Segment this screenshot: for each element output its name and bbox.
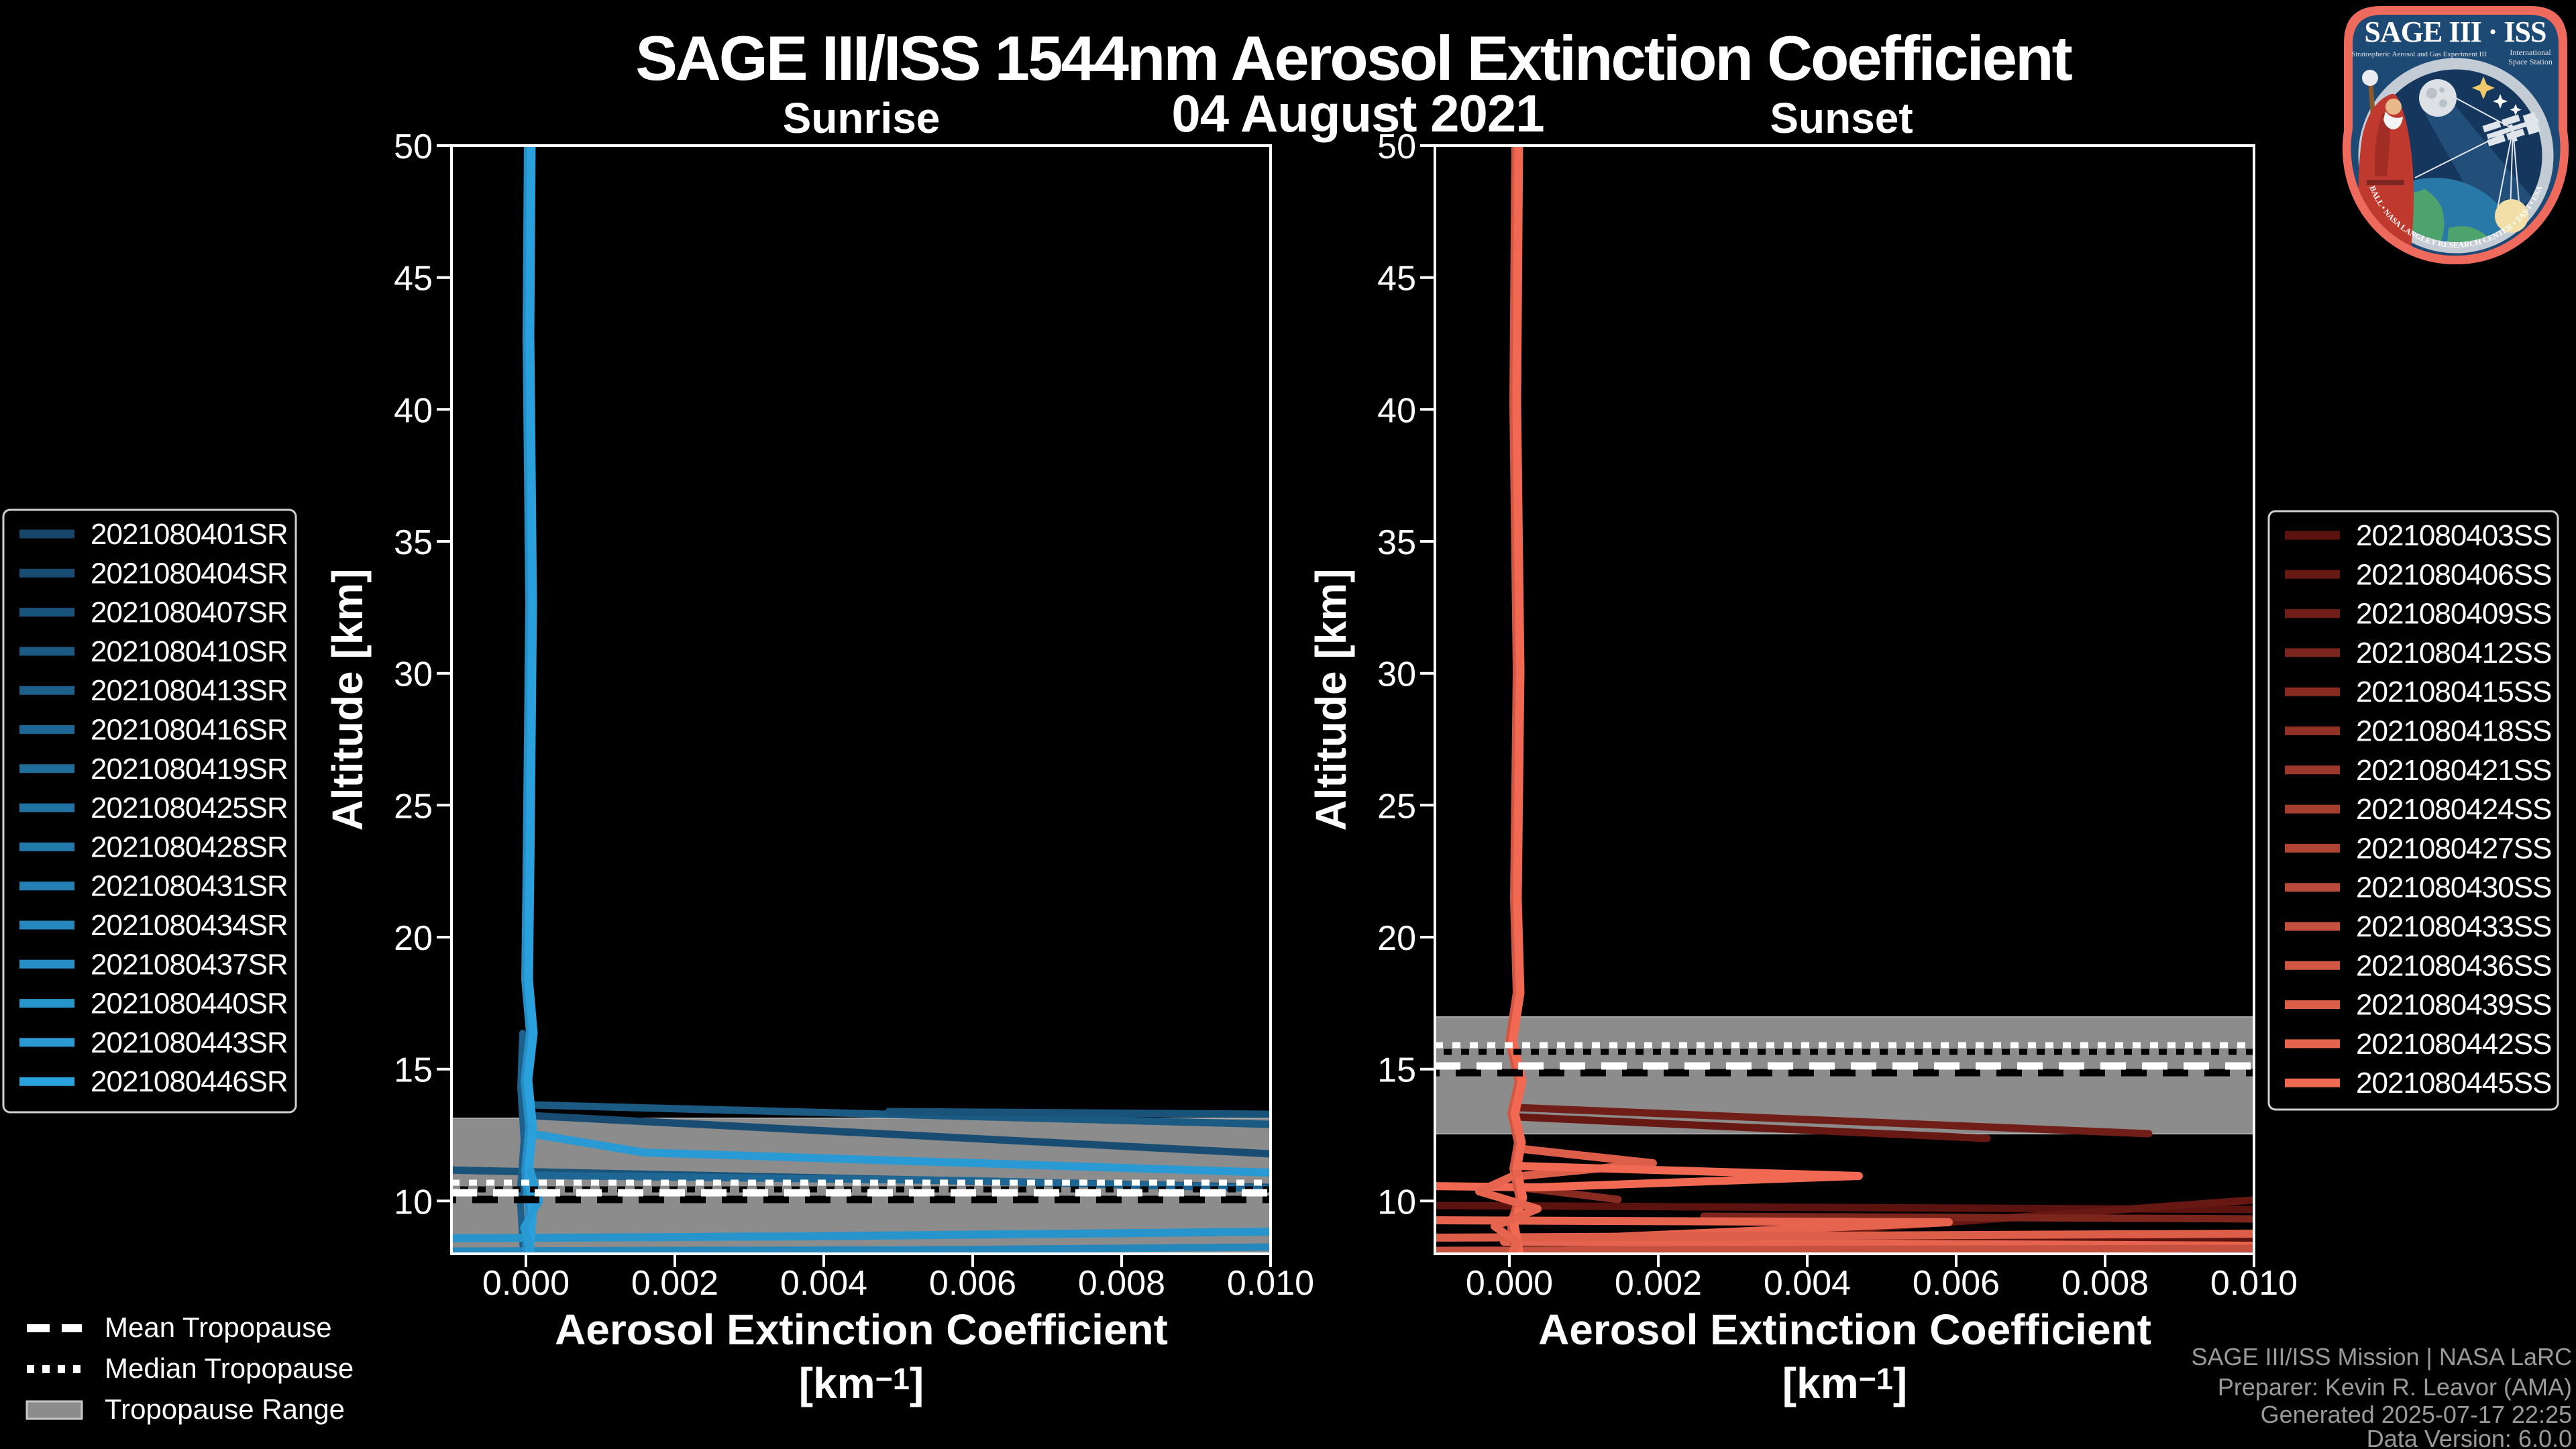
svg-text:Mean Tropopause: Mean Tropopause xyxy=(105,1311,332,1343)
svg-text:50: 50 xyxy=(394,127,433,166)
svg-text:0.010: 0.010 xyxy=(1227,1264,1314,1303)
svg-text:SAGE III/ISS 1544nm Aerosol Ex: SAGE III/ISS 1544nm Aerosol Extinction C… xyxy=(635,23,2072,93)
svg-text:2021080446SR: 2021080446SR xyxy=(91,1065,288,1098)
svg-text:0.010: 0.010 xyxy=(2210,1264,2298,1303)
svg-text:0.008: 0.008 xyxy=(2061,1264,2149,1303)
svg-text:40: 40 xyxy=(1377,391,1416,430)
svg-text:2021080439SS: 2021080439SS xyxy=(2356,989,2551,1022)
svg-text:0.004: 0.004 xyxy=(780,1264,867,1303)
svg-text:Sunset: Sunset xyxy=(1770,94,1913,142)
svg-text:Aerosol Extinction Coefficient: Aerosol Extinction Coefficient xyxy=(555,1305,1168,1354)
svg-text:15: 15 xyxy=(1377,1051,1416,1090)
svg-text:2021080424SS: 2021080424SS xyxy=(2356,793,2551,826)
svg-text:Stratospheric Aerosol and Gas: Stratospheric Aerosol and Gas Experiment… xyxy=(2351,50,2487,58)
svg-text:0.004: 0.004 xyxy=(1764,1264,1851,1303)
svg-text:2021080430SS: 2021080430SS xyxy=(2356,871,2551,904)
svg-text:Space Station: Space Station xyxy=(2508,57,2553,66)
svg-text:Median Tropopause: Median Tropopause xyxy=(105,1352,354,1384)
svg-text:30: 30 xyxy=(394,655,433,694)
svg-text:25: 25 xyxy=(1377,787,1416,826)
svg-text:Data Version: 6.0.0: Data Version: 6.0.0 xyxy=(2367,1425,2572,1449)
svg-text:2021080403SS: 2021080403SS xyxy=(2356,519,2551,552)
svg-text:Preparer: Kevin R. Leavor (AMA: Preparer: Kevin R. Leavor (AMA) xyxy=(2218,1373,2572,1401)
svg-text:0.002: 0.002 xyxy=(1615,1264,1702,1303)
svg-text:35: 35 xyxy=(394,523,433,562)
svg-text:10: 10 xyxy=(394,1183,433,1222)
svg-text:2021080436SS: 2021080436SS xyxy=(2356,949,2551,982)
svg-text:20: 20 xyxy=(394,919,433,958)
svg-text:20: 20 xyxy=(1377,919,1416,958)
svg-text:2021080419SR: 2021080419SR xyxy=(91,753,288,786)
svg-text:04 August 2021: 04 August 2021 xyxy=(1171,84,1544,143)
svg-text:2021080404SR: 2021080404SR xyxy=(91,557,288,590)
svg-text:2021080409SS: 2021080409SS xyxy=(2356,598,2551,631)
svg-text:0.000: 0.000 xyxy=(482,1264,570,1303)
svg-text:2021080431SR: 2021080431SR xyxy=(91,870,288,903)
svg-text:Tropopause Range: Tropopause Range xyxy=(105,1393,345,1425)
svg-text:Aerosol Extinction Coefficient: Aerosol Extinction Coefficient xyxy=(1538,1305,2151,1354)
svg-text:2021080434SR: 2021080434SR xyxy=(91,909,288,942)
svg-text:2021080440SR: 2021080440SR xyxy=(91,987,288,1020)
svg-text:2021080412SS: 2021080412SS xyxy=(2356,637,2551,669)
svg-text:40: 40 xyxy=(394,391,433,430)
svg-text:2021080416SR: 2021080416SR xyxy=(91,714,288,747)
svg-text:50: 50 xyxy=(1377,127,1416,166)
svg-text:10: 10 xyxy=(1377,1183,1416,1222)
svg-text:Altitude [km]: Altitude [km] xyxy=(323,568,372,830)
svg-text:SAGE III · ISS: SAGE III · ISS xyxy=(2365,15,2546,48)
svg-text:2021080415SS: 2021080415SS xyxy=(2356,676,2551,708)
svg-text:2021080445SS: 2021080445SS xyxy=(2356,1067,2551,1099)
svg-text:2021080442SS: 2021080442SS xyxy=(2356,1028,2551,1061)
svg-text:2021080418SS: 2021080418SS xyxy=(2356,715,2551,748)
svg-text:Sunrise: Sunrise xyxy=(783,94,941,142)
svg-text:0.002: 0.002 xyxy=(631,1264,718,1303)
svg-text:2021080421SS: 2021080421SS xyxy=(2356,754,2551,787)
svg-text:0.008: 0.008 xyxy=(1078,1264,1165,1303)
svg-text:2021080407SR: 2021080407SR xyxy=(91,596,288,629)
svg-text:Generated 2025-07-17 22:25: Generated 2025-07-17 22:25 xyxy=(2261,1401,2572,1428)
svg-text:30: 30 xyxy=(1377,655,1416,694)
svg-text:2021080413SR: 2021080413SR xyxy=(91,674,288,707)
svg-text:2021080443SR: 2021080443SR xyxy=(91,1026,288,1059)
svg-text:45: 45 xyxy=(394,260,433,299)
svg-text:International: International xyxy=(2510,48,2551,57)
svg-text:0.006: 0.006 xyxy=(1913,1264,2000,1303)
svg-text:2021080437SR: 2021080437SR xyxy=(91,948,288,981)
svg-text:2021080433SS: 2021080433SS xyxy=(2356,910,2551,943)
svg-text:2021080410SR: 2021080410SR xyxy=(91,635,288,668)
svg-text:35: 35 xyxy=(1377,523,1416,562)
svg-text:SAGE III/ISS Mission | NASA La: SAGE III/ISS Mission | NASA LaRC xyxy=(2191,1343,2572,1371)
svg-text:0.006: 0.006 xyxy=(929,1264,1016,1303)
svg-text:25: 25 xyxy=(394,787,433,826)
svg-text:45: 45 xyxy=(1377,260,1416,299)
svg-text:2021080401SR: 2021080401SR xyxy=(91,518,288,551)
svg-text:2021080427SS: 2021080427SS xyxy=(2356,832,2551,865)
svg-text:2021080406SS: 2021080406SS xyxy=(2356,558,2551,591)
svg-text:2021080425SR: 2021080425SR xyxy=(91,792,288,824)
svg-text:0.000: 0.000 xyxy=(1466,1264,1553,1303)
svg-text:Altitude [km]: Altitude [km] xyxy=(1307,568,1355,830)
svg-text:15: 15 xyxy=(394,1051,433,1090)
svg-text:2021080428SR: 2021080428SR xyxy=(91,830,288,863)
